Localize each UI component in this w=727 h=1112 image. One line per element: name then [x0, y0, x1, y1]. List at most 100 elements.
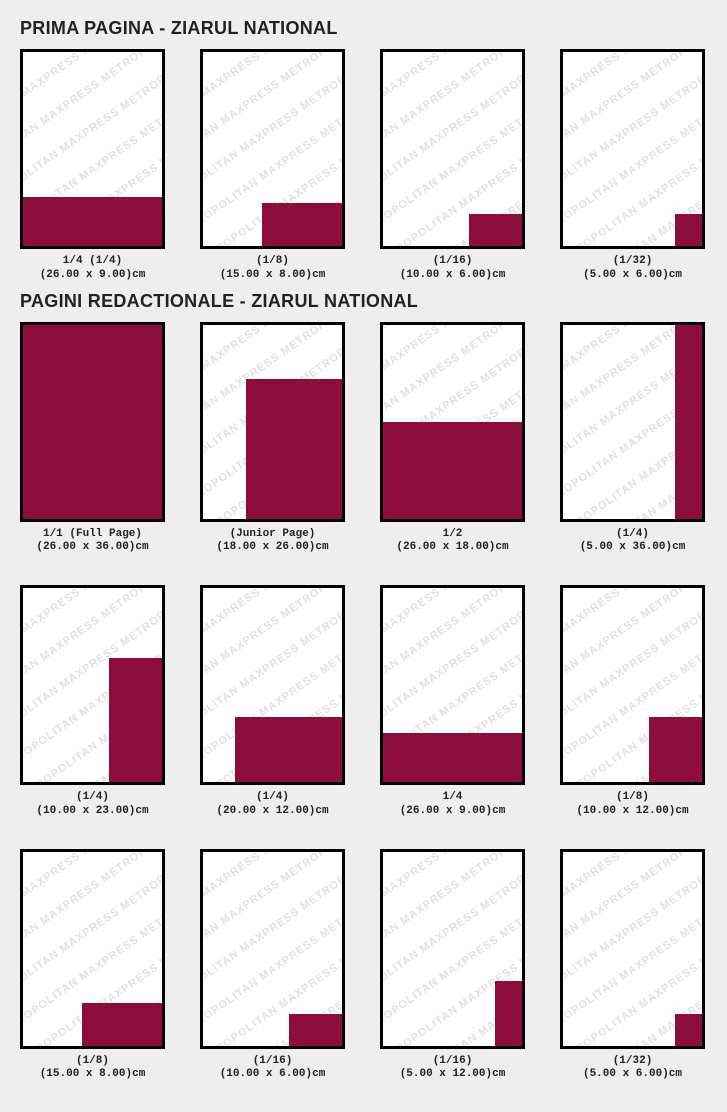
- watermark-line: METROPOLITAN MAXPRESS METROPOLITAN MAXPR…: [383, 852, 514, 959]
- watermark-line: METROPOLITAN MAXPRESS METROPOLITAN MAXPR…: [23, 56, 162, 215]
- watermark-line: METROPOLITAN MAXPRESS METROPOLITAN MAXPR…: [383, 52, 494, 131]
- watermark-line: METROPOLITAN MAXPRESS METROPOLITAN MAXPR…: [383, 588, 522, 723]
- watermark-line: METROPOLITAN MAXPRESS METROPOLITAN MAXPR…: [563, 588, 674, 667]
- watermark-line: METROPOLITAN MAXPRESS METROPOLITAN MAXPR…: [383, 52, 514, 159]
- page-frame: METROPOLITAN MAXPRESS METROPOLITAN MAXPR…: [380, 849, 525, 1049]
- ad-area: [109, 658, 162, 782]
- format-caption: 1/4 (1/4) (26.00 x 9.00)cm: [20, 255, 165, 283]
- ad-area: [246, 379, 342, 519]
- format-cell: METROPOLITAN MAXPRESS METROPOLITAN MAXPR…: [560, 322, 705, 556]
- section-title: PRIMA PAGINA - ZIARUL NATIONAL: [20, 18, 707, 39]
- ad-area: [289, 1014, 342, 1046]
- page-frame: METROPOLITAN MAXPRESS METROPOLITAN MAXPR…: [560, 849, 705, 1049]
- format-caption: (1/32) (5.00 x 6.00)cm: [560, 1055, 705, 1083]
- watermark-line: METROPOLITAN MAXPRESS METROPOLITAN MAXPR…: [23, 852, 134, 931]
- watermark-line: METROPOLITAN MAXPRESS METROPOLITAN MAXPR…: [203, 588, 334, 695]
- format-grid: METROPOLITAN MAXPRESS METROPOLITAN MAXPR…: [20, 322, 707, 1083]
- ad-area: [495, 981, 522, 1046]
- format-cell: METROPOLITAN MAXPRESS METROPOLITAN MAXPR…: [20, 585, 165, 819]
- page-frame: METROPOLITAN MAXPRESS METROPOLITAN MAXPR…: [380, 49, 525, 249]
- watermark-line: METROPOLITAN MAXPRESS METROPOLITAN MAXPR…: [203, 852, 342, 987]
- watermark-line: METROPOLITAN MAXPRESS METROPOLITAN MAXPR…: [23, 588, 134, 667]
- page-frame: METROPOLITAN MAXPRESS METROPOLITAN MAXPR…: [200, 49, 345, 249]
- format-caption: (1/8) (10.00 x 12.00)cm: [560, 791, 705, 819]
- watermark-line: METROPOLITAN MAXPRESS METROPOLITAN MAXPR…: [563, 852, 694, 959]
- page-frame: METROPOLITAN MAXPRESS METROPOLITAN MAXPR…: [380, 322, 525, 522]
- watermark-line: METROPOLITAN MAXPRESS METROPOLITAN MAXPR…: [383, 588, 514, 695]
- watermark-line: METROPOLITAN MAXPRESS METROPOLITAN MAXPR…: [383, 592, 522, 751]
- page-frame: METROPOLITAN MAXPRESS METROPOLITAN MAXPR…: [20, 49, 165, 249]
- watermark-line: METROPOLITAN MAXPRESS METROPOLITAN MAXPR…: [203, 56, 342, 215]
- watermark-line: METROPOLITAN MAXPRESS METROPOLITAN MAXPR…: [23, 852, 154, 959]
- format-caption: (1/16) (10.00 x 6.00)cm: [200, 1055, 345, 1083]
- ad-area: [383, 733, 522, 782]
- format-caption: 1/4 (26.00 x 9.00)cm: [380, 791, 525, 819]
- ad-area: [235, 717, 342, 782]
- page-frame: METROPOLITAN MAXPRESS METROPOLITAN MAXPR…: [200, 849, 345, 1049]
- format-cell: METROPOLITAN MAXPRESS METROPOLITAN MAXPR…: [20, 322, 165, 556]
- format-cell: METROPOLITAN MAXPRESS METROPOLITAN MAXPR…: [20, 49, 165, 283]
- format-grid: METROPOLITAN MAXPRESS METROPOLITAN MAXPR…: [20, 49, 707, 283]
- watermark-line: METROPOLITAN MAXPRESS METROPOLITAN MAXPR…: [23, 855, 162, 1014]
- watermark-line: METROPOLITAN MAXPRESS METROPOLITAN MAXPR…: [203, 52, 334, 159]
- watermark-line: METROPOLITAN MAXPRESS METROPOLITAN MAXPR…: [563, 588, 694, 695]
- watermark-line: METROPOLITAN MAXPRESS METROPOLITAN MAXPR…: [383, 325, 494, 404]
- format-caption: (1/16) (5.00 x 12.00)cm: [380, 1055, 525, 1083]
- page-frame: METROPOLITAN MAXPRESS METROPOLITAN MAXPR…: [560, 49, 705, 249]
- watermark-line: METROPOLITAN MAXPRESS METROPOLITAN MAXPR…: [203, 852, 314, 931]
- watermark-line: METROPOLITAN MAXPRESS METROPOLITAN MAXPR…: [383, 325, 514, 432]
- page-frame: METROPOLITAN MAXPRESS METROPOLITAN MAXPR…: [200, 585, 345, 785]
- watermark-line: METROPOLITAN MAXPRESS METROPOLITAN MAXPR…: [203, 588, 314, 667]
- page-frame: METROPOLITAN MAXPRESS METROPOLITAN MAXPR…: [560, 585, 705, 785]
- format-cell: METROPOLITAN MAXPRESS METROPOLITAN MAXPR…: [380, 585, 525, 819]
- watermark-line: METROPOLITAN MAXPRESS METROPOLITAN MAXPR…: [563, 325, 674, 404]
- watermark-line: METROPOLITAN MAXPRESS METROPOLITAN MAXPR…: [563, 52, 702, 187]
- format-cell: METROPOLITAN MAXPRESS METROPOLITAN MAXPR…: [560, 849, 705, 1083]
- watermark-line: METROPOLITAN MAXPRESS METROPOLITAN MAXPR…: [563, 588, 702, 723]
- page-frame: METROPOLITAN MAXPRESS METROPOLITAN MAXPR…: [20, 322, 165, 522]
- format-caption: (1/4) (5.00 x 36.00)cm: [560, 528, 705, 556]
- format-caption: (Junior Page) (18.00 x 26.00)cm: [200, 528, 345, 556]
- watermark-line: METROPOLITAN MAXPRESS METROPOLITAN MAXPR…: [563, 52, 674, 131]
- format-caption: (1/4) (10.00 x 23.00)cm: [20, 791, 165, 819]
- watermark-line: METROPOLITAN MAXPRESS METROPOLITAN MAXPR…: [563, 852, 702, 987]
- ad-area: [649, 717, 702, 782]
- format-caption: 1/2 (26.00 x 18.00)cm: [380, 528, 525, 556]
- format-cell: METROPOLITAN MAXPRESS METROPOLITAN MAXPR…: [200, 849, 345, 1083]
- watermark-line: METROPOLITAN MAXPRESS METROPOLITAN MAXPR…: [383, 852, 522, 987]
- format-cell: METROPOLITAN MAXPRESS METROPOLITAN MAXPR…: [200, 322, 345, 556]
- format-cell: METROPOLITAN MAXPRESS METROPOLITAN MAXPR…: [200, 49, 345, 283]
- format-caption: (1/16) (10.00 x 6.00)cm: [380, 255, 525, 283]
- watermark-line: METROPOLITAN MAXPRESS METROPOLITAN MAXPR…: [23, 852, 162, 987]
- page-frame: METROPOLITAN MAXPRESS METROPOLITAN MAXPR…: [560, 322, 705, 522]
- watermark-line: METROPOLITAN MAXPRESS METROPOLITAN MAXPR…: [23, 52, 134, 131]
- watermark-line: METROPOLITAN MAXPRESS METROPOLITAN MAXPR…: [203, 52, 314, 131]
- watermark-line: METROPOLITAN MAXPRESS METROPOLITAN MAXPR…: [383, 52, 522, 187]
- watermark-line: METROPOLITAN MAXPRESS METROPOLITAN MAXPR…: [383, 852, 494, 931]
- watermark-line: METROPOLITAN MAXPRESS METROPOLITAN MAXPR…: [563, 855, 702, 1014]
- ad-area: [675, 214, 702, 246]
- format-cell: METROPOLITAN MAXPRESS METROPOLITAN MAXPR…: [20, 849, 165, 1083]
- watermark-line: METROPOLITAN MAXPRESS METROPOLITAN MAXPR…: [203, 588, 342, 723]
- ad-area: [23, 197, 162, 246]
- watermark-line: METROPOLITAN MAXPRESS METROPOLITAN MAXPR…: [203, 855, 342, 1014]
- format-cell: METROPOLITAN MAXPRESS METROPOLITAN MAXPR…: [200, 585, 345, 819]
- watermark-line: METROPOLITAN MAXPRESS METROPOLITAN MAXPR…: [563, 56, 702, 215]
- ad-area: [262, 203, 342, 246]
- page-frame: METROPOLITAN MAXPRESS METROPOLITAN MAXPR…: [200, 322, 345, 522]
- watermark-line: METROPOLITAN MAXPRESS METROPOLITAN MAXPR…: [203, 852, 334, 959]
- section-title: PAGINI REDACTIONALE - ZIARUL NATIONAL: [20, 291, 707, 312]
- watermark-line: METROPOLITAN MAXPRESS METROPOLITAN MAXPR…: [203, 52, 342, 187]
- watermark-line: METROPOLITAN MAXPRESS METROPOLITAN MAXPR…: [563, 52, 694, 159]
- watermark-line: METROPOLITAN MAXPRESS METROPOLITAN MAXPR…: [563, 852, 674, 931]
- page-root: PRIMA PAGINA - ZIARUL NATIONAL METROPOLIT…: [0, 0, 727, 1112]
- ad-area: [675, 1014, 702, 1046]
- ad-area: [469, 214, 522, 246]
- watermark-line: METROPOLITAN MAXPRESS METROPOLITAN MAXPR…: [23, 52, 162, 187]
- format-caption: (1/4) (20.00 x 12.00)cm: [200, 791, 345, 819]
- format-caption: (1/8) (15.00 x 8.00)cm: [200, 255, 345, 283]
- watermark-line: METROPOLITAN MAXPRESS METROPOLITAN MAXPR…: [23, 52, 154, 159]
- page-frame: METROPOLITAN MAXPRESS METROPOLITAN MAXPR…: [20, 849, 165, 1049]
- format-caption: (1/32) (5.00 x 6.00)cm: [560, 255, 705, 283]
- format-cell: METROPOLITAN MAXPRESS METROPOLITAN MAXPR…: [560, 585, 705, 819]
